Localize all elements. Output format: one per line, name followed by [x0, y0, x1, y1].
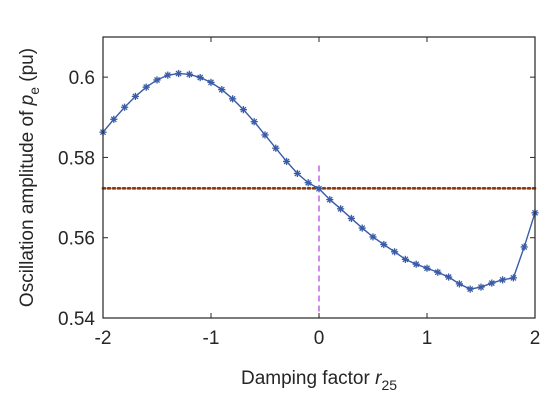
- y-tick-label: 0.54: [58, 309, 95, 330]
- data-point: [391, 248, 399, 256]
- x-tick-label: 2: [530, 328, 541, 349]
- data-point: [272, 144, 280, 152]
- data-point: [315, 185, 323, 193]
- y-axis-label-subscript: e: [26, 87, 42, 95]
- axis-ticks: [102, 37, 536, 319]
- data-point: [455, 280, 463, 288]
- data-point: [196, 73, 204, 82]
- data-point: [293, 169, 301, 178]
- data-point: [347, 214, 355, 223]
- y-axis-label-unit: (pu): [17, 48, 38, 87]
- data-point: [488, 279, 496, 287]
- data-point: [326, 195, 334, 204]
- data-point: [369, 233, 377, 241]
- data-point: [401, 255, 409, 263]
- data-point: [153, 76, 161, 84]
- data-point: [185, 70, 193, 78]
- data-point: [229, 95, 237, 103]
- data-point: [261, 131, 269, 139]
- data-point: [207, 78, 215, 86]
- data-point: [445, 273, 453, 281]
- data-point: [164, 71, 172, 79]
- x-axis-label: Damping factor r25: [241, 368, 397, 393]
- x-tick-label: 0: [314, 328, 325, 349]
- x-tick-label: 1: [422, 328, 433, 349]
- y-tick-label: 0.6: [69, 68, 95, 89]
- data-point: [250, 118, 258, 126]
- data-point: [121, 103, 129, 111]
- x-axis-label-subscript: 25: [381, 377, 397, 393]
- x-tick-label: -1: [203, 328, 220, 349]
- data-point: [499, 276, 507, 284]
- y-axis-label-symbol: p: [17, 95, 38, 107]
- data-point: [358, 224, 366, 232]
- data-point: [434, 268, 442, 276]
- data-point: [423, 264, 431, 272]
- series-layer: [99, 69, 539, 293]
- data-point: [283, 157, 291, 166]
- x-axis-label-text: Damping factor: [241, 368, 375, 389]
- x-axis-label-symbol: r: [375, 368, 382, 389]
- data-point: [131, 92, 139, 101]
- data-point: [466, 285, 474, 293]
- data-point: [142, 83, 150, 91]
- data-point: [477, 283, 485, 291]
- y-tick-label: 0.56: [58, 229, 95, 250]
- data-point: [509, 274, 517, 282]
- y-axis-label: Oscillation amplitude of pe (pu): [17, 48, 42, 307]
- x-tick-label: -2: [95, 328, 112, 349]
- data-point: [239, 106, 247, 114]
- y-axis-label-text: Oscillation amplitude of: [17, 105, 38, 307]
- data-point: [175, 69, 183, 78]
- data-point: [218, 85, 226, 94]
- y-tick-label: 0.58: [58, 148, 95, 169]
- data-point: [380, 240, 388, 249]
- data-point: [412, 260, 420, 268]
- data-point: [337, 205, 345, 213]
- data-point: [520, 243, 528, 251]
- tick-labels: -2 -1 0 1 2 0.54 0.56 0.58 0.6: [58, 68, 540, 349]
- data-point: [304, 179, 312, 187]
- data-point: [110, 115, 118, 123]
